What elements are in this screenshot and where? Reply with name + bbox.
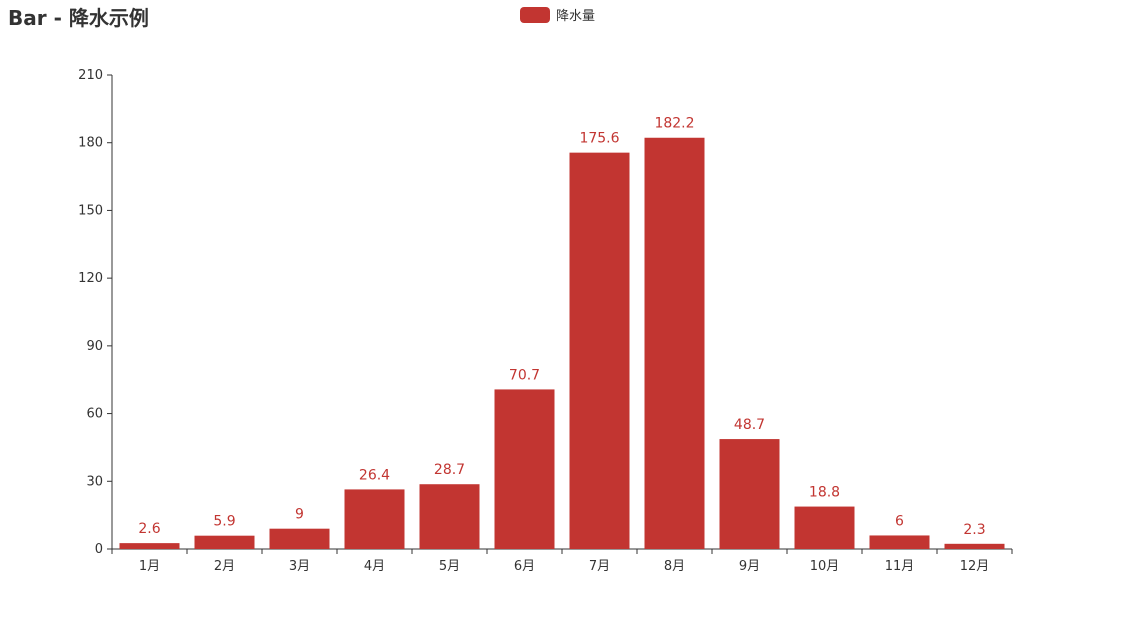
legend-label: 降水量	[556, 9, 596, 24]
y-tick-label: 90	[86, 339, 103, 354]
data-labels: 2.6 5.9 9 26.4 28.7 70.7 175.6 182.2 48.7 18.8 6 2.…	[138, 116, 985, 538]
data-label: 2.6	[138, 521, 160, 537]
x-tick-label: 9月	[739, 559, 760, 574]
bar	[419, 484, 480, 549]
data-label: 182.2	[654, 116, 694, 132]
legend-swatch	[520, 6, 550, 23]
bar	[494, 389, 555, 549]
y-tick-label: 150	[78, 203, 103, 218]
x-tick-label: 1月	[139, 559, 160, 574]
x-tick-label: 4月	[364, 559, 385, 574]
bar	[119, 543, 180, 549]
data-label: 2.3	[963, 522, 985, 538]
x-tick-label: 10月	[810, 559, 840, 574]
x-tick-label: 12月	[960, 559, 990, 574]
y-tick-label: 120	[78, 271, 103, 286]
bar	[794, 506, 855, 549]
x-tick-label: 2月	[214, 559, 235, 574]
bar	[194, 535, 255, 549]
x-tick-label: 6月	[514, 559, 535, 574]
x-axis: 1月 2月 3月 4月 5月 6月 7月 8月 9月 10月 11月 12月	[111, 548, 1013, 574]
bar	[344, 489, 405, 549]
data-label: 175.6	[579, 131, 619, 147]
data-label: 48.7	[734, 417, 765, 433]
bar	[269, 528, 330, 549]
data-label: 6	[895, 513, 904, 529]
bar	[944, 543, 1005, 549]
data-label: 26.4	[359, 467, 390, 483]
data-label: 18.8	[809, 485, 840, 501]
bar	[644, 137, 705, 549]
y-tick-label: 0	[95, 542, 103, 557]
data-label: 5.9	[213, 514, 235, 530]
data-label: 9	[295, 507, 304, 523]
bar	[569, 152, 630, 549]
y-tick-label: 180	[78, 136, 103, 151]
y-axis: 0 30 60 90 120 150 180 210	[78, 68, 113, 557]
y-tick-label: 210	[78, 68, 103, 83]
data-label: 28.7	[434, 462, 465, 478]
x-tick-label: 7月	[589, 559, 610, 574]
y-tick-label: 30	[86, 474, 103, 489]
bar	[719, 439, 780, 549]
bar	[869, 535, 930, 549]
x-tick-label: 5月	[439, 559, 460, 574]
x-tick-label: 8月	[664, 559, 685, 574]
data-label: 70.7	[509, 367, 540, 383]
bars	[119, 137, 1005, 549]
y-tick-label: 60	[86, 407, 103, 422]
chart-title: Bar - 降水示例	[8, 6, 149, 30]
x-tick-label: 3月	[289, 559, 310, 574]
legend[interactable]: 降水量	[520, 5, 595, 24]
x-tick-label: 11月	[885, 559, 915, 574]
